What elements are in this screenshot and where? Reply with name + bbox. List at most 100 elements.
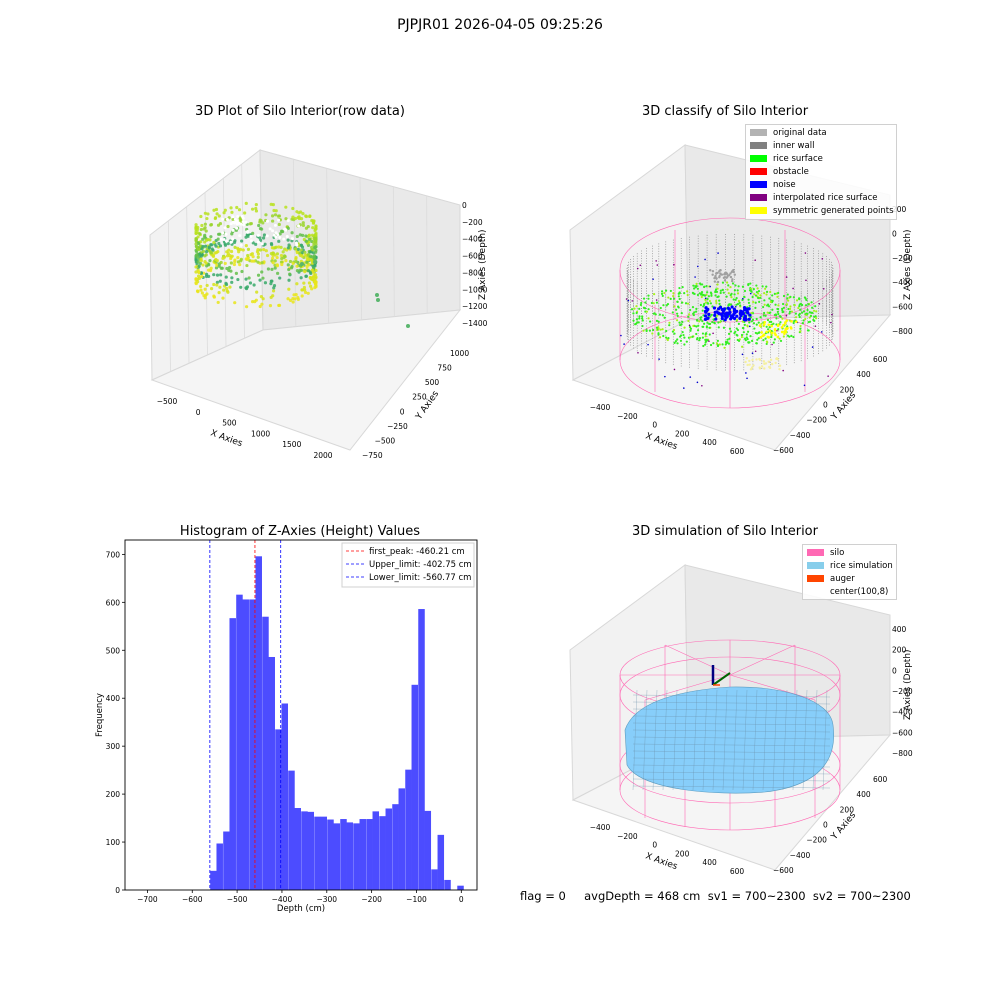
plot2-rice-point (775, 317, 778, 320)
plot2-rice-point (652, 302, 655, 305)
plot1-point (269, 282, 273, 286)
plot2-rice-point (735, 327, 738, 330)
plot2-rice-point (635, 311, 638, 315)
plot2-rice-point (699, 283, 702, 286)
plot1-point (203, 235, 207, 239)
plot2-rice-point (679, 323, 682, 327)
plot1-point (271, 294, 275, 298)
plot2-symmetric-point (780, 330, 784, 334)
plot2-rice-point (798, 305, 801, 308)
plot1-point (231, 237, 235, 241)
plot4-legend-label: auger (830, 573, 855, 584)
plot1-point (310, 245, 314, 250)
plot1-point (269, 202, 273, 206)
plot1-point (209, 287, 214, 291)
plot1-point (264, 213, 268, 217)
plot2-rice-point (814, 305, 817, 308)
histogram-bar (294, 808, 301, 890)
plot1-point (219, 273, 223, 277)
plot1-point (264, 249, 268, 253)
plot4-mesh-line (792, 689, 798, 791)
plot2-ytick-label: 0 (823, 401, 828, 410)
plot2-rice-point (711, 321, 714, 324)
plot1-point (262, 233, 267, 237)
plot1-point (299, 276, 303, 280)
plot2-rice-point (747, 298, 750, 301)
plot1-point (250, 252, 255, 256)
plot1-point (236, 256, 240, 260)
plot1-point (237, 250, 241, 254)
plot2-legend-item: rice surface (750, 152, 896, 165)
histogram-ytick-label: 400 (106, 694, 121, 703)
plot1-point (259, 219, 263, 223)
plot2-symmetric-point (762, 360, 766, 363)
plot2-noise-point (720, 316, 724, 321)
plot1-point (270, 246, 274, 250)
plot2-noise-point (831, 313, 833, 316)
plot2-noise-point (647, 343, 649, 346)
plot2-rice-point (706, 321, 709, 324)
plot1-point (241, 248, 245, 252)
plot2-rice-point (726, 340, 729, 344)
plot1-point (194, 258, 198, 262)
plot2-rice-point (790, 334, 793, 337)
plot1-point (194, 270, 198, 274)
plot1-point (236, 247, 240, 252)
plot1-point (307, 252, 311, 256)
plot2-rice-point (740, 335, 744, 339)
plot2-rice-point (746, 330, 750, 333)
histogram-legend-label: Lower_limit: -560.77 cm (369, 573, 471, 583)
plot2-rice-point (788, 312, 791, 315)
plot1-point (255, 290, 259, 294)
plot2-rice-point (811, 311, 814, 314)
plot2-rice-point (747, 301, 751, 304)
plot4-mesh-line (632, 729, 831, 733)
plot1-point (212, 282, 216, 287)
plot2-rice-point (667, 337, 670, 340)
plot2-rice-point (657, 327, 660, 330)
plot2-rice-point (782, 335, 785, 338)
plot2-rice-point (676, 312, 679, 315)
plot2-rice-point (716, 342, 719, 345)
plot4-xtick-label: 400 (702, 858, 717, 867)
plot2-rice-point (683, 336, 686, 339)
plot2-legend-item: inner wall (750, 139, 896, 152)
histogram-bar (216, 843, 223, 890)
plot2-rice-point (647, 297, 650, 300)
plot2-legend-swatch (750, 207, 767, 214)
plot2-rice-point (716, 295, 719, 299)
plot2-rice-point (801, 303, 804, 307)
plot1-point (291, 206, 295, 211)
plot2-symmetric-point (746, 363, 749, 367)
plot2-rice-point (715, 301, 718, 305)
plot2-rice-point (744, 339, 747, 342)
plot2-rice-point (716, 344, 720, 348)
plot1-point (230, 210, 234, 214)
plot2-rice-point (687, 313, 691, 316)
plot2-noise-point (655, 260, 657, 262)
plot2-rice-point (696, 318, 699, 321)
plot2-rice-point (772, 322, 775, 325)
plot1-point (286, 226, 290, 230)
plot1-point (214, 207, 219, 212)
plot2-rice-point (724, 343, 727, 346)
plot1-point (249, 234, 253, 238)
plot4-ytick-label: 0 (823, 821, 828, 830)
plot2-rice-point (736, 318, 739, 322)
plot1-point (202, 227, 206, 231)
plot1-point (198, 232, 202, 236)
plot1-point (194, 281, 198, 286)
plot1-point-cloud (194, 201, 410, 328)
plot2-rice-point (703, 285, 706, 289)
plot2-noise-point (735, 314, 739, 318)
plot4-ytick-label: −200 (806, 836, 827, 845)
plot1-point (217, 291, 221, 295)
plot2-rice-point (698, 336, 702, 340)
plot1-point (226, 290, 230, 294)
plot1-point (254, 206, 258, 211)
plot2-xtick-label: −200 (617, 412, 638, 421)
plot2-symmetric-point (767, 360, 770, 363)
plot1-point (311, 275, 315, 279)
plot1-point (205, 283, 209, 288)
plot4-mesh-line (642, 689, 648, 791)
